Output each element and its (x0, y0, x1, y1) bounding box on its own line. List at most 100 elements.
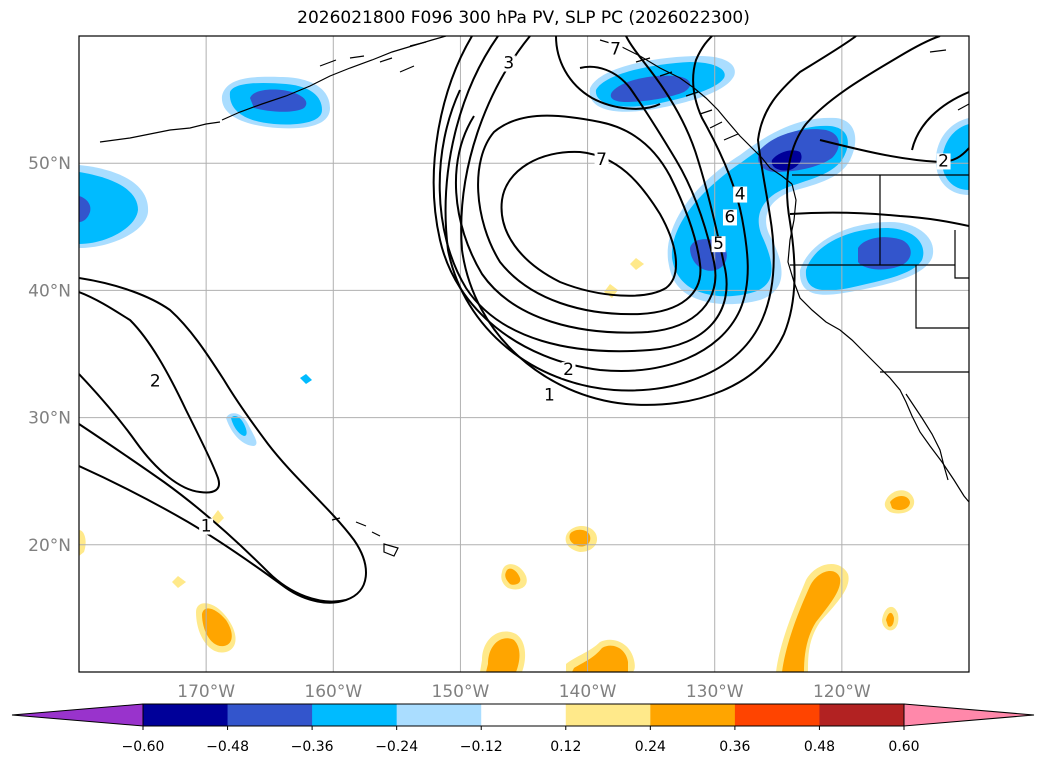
colorbar-tick-label: 0.36 (719, 739, 750, 755)
contour-ring-5 (444, 36, 857, 392)
contour-label: 2 (150, 372, 161, 392)
coast-hawaii (331, 517, 399, 557)
contour-ne-upper (819, 139, 969, 164)
colorbar-tick-label: 0.48 (804, 739, 835, 755)
lat-tick-label: 30°N (28, 409, 71, 429)
coast-alaska-gulf (599, 39, 793, 185)
lon-tick-label: 150°W (432, 682, 490, 702)
pv-blob-aleutian-core (250, 89, 307, 112)
colorbar: −0.60 −0.48 −0.36 −0.24 −0.12 0.12 0.24 0.36 0.4… (11, 703, 1035, 755)
pv-blob-pos-3b (572, 645, 628, 672)
contour-label: 3 (503, 54, 514, 74)
border-states (790, 175, 969, 373)
contour-label: 4 (735, 185, 746, 205)
pv-blob-pos-10 (630, 258, 644, 270)
colorbar-segment (312, 704, 398, 726)
lon-tick-label: 170°W (177, 682, 235, 702)
lon-tick-label: 120°W (813, 682, 871, 702)
lat-tick-label: 20°N (28, 536, 71, 556)
contour-7-closed (500, 150, 677, 297)
contour-ring-1 (477, 114, 702, 316)
pv-blob-westedge-mid (79, 172, 138, 244)
coast-baja (905, 393, 949, 481)
contour-label-bg (936, 153, 951, 170)
contour-label: 7 (610, 40, 621, 60)
pv-blob-pos-2b (486, 638, 520, 672)
contour-label-bg (501, 55, 516, 72)
contour-label: 1 (201, 517, 212, 537)
contour-ne-right (789, 211, 969, 227)
colorbar-tick-label: 0.60 (888, 739, 919, 755)
colorbar-tick-label: −0.24 (375, 739, 418, 755)
pv-blob-pos-5b (569, 529, 591, 547)
lat-tick-label: 40°N (28, 281, 71, 301)
contour-label: 1 (544, 386, 555, 406)
contour-label: 2 (938, 151, 949, 171)
pv-blob-pos-8b (886, 612, 894, 627)
colorbar-extend-max (903, 703, 1035, 727)
contour-label-bg (608, 41, 623, 58)
colorbar-tick-label: 0.12 (550, 739, 581, 755)
contour-label-bg (711, 236, 726, 253)
coast-alaska-islands (319, 41, 427, 73)
pv-blob-small-1 (300, 374, 312, 384)
colorbar-segment (734, 704, 820, 726)
contour-inner-top (555, 36, 661, 110)
colorbar-segment (227, 704, 313, 726)
contour-ne-top (911, 91, 969, 151)
lon-tick-label: 140°W (559, 682, 617, 702)
lon-tick-label: 130°W (686, 682, 744, 702)
pv-negative-anomalies (79, 56, 969, 446)
pv-blob-pos-1b (202, 608, 232, 647)
axis-labels: 20°N 30°N 40°N 50°N 170°W 160°W 150°W 140°W 130°… (28, 154, 871, 702)
colorbar-segment (565, 704, 651, 726)
pv-blob-small-2b (231, 416, 247, 436)
contour-label: 7 (596, 150, 607, 170)
contour-label-bg (733, 186, 748, 203)
plot-frame (78, 35, 970, 673)
colorbar-frame (142, 703, 905, 727)
pv-positive-anomalies (79, 258, 915, 672)
contour-ring-2 (454, 65, 717, 334)
contour-label: 2 (563, 360, 574, 380)
contour-1-west (79, 277, 367, 603)
pv-blob-pos-12 (212, 510, 224, 524)
contour-label-bg (722, 209, 737, 226)
coast-aleutians (99, 121, 221, 143)
contour-label-bg (561, 362, 576, 379)
pv-blob-pos-9 (79, 530, 86, 556)
colorbar-segment (819, 704, 905, 726)
colorbar-segment (396, 704, 482, 726)
contour-label-bg (199, 518, 214, 535)
colorbar-tick-label: −0.36 (291, 739, 334, 755)
contour-label-bg (594, 152, 609, 169)
colorbar-segment (143, 704, 229, 726)
contour-label: 5 (713, 234, 724, 254)
pv-blob-pos-4b (782, 571, 841, 672)
plot-area (79, 36, 969, 672)
pv-blob-california-core (858, 237, 911, 270)
pv-blob-pos-13 (172, 576, 186, 588)
contour-label-bg (542, 387, 557, 404)
chart-title: 2026021800 F096 300 hPa PV, SLP PC (2026… (297, 8, 750, 28)
contour-2-west (79, 291, 220, 494)
contour-label: 6 (725, 207, 736, 227)
contour-label-bg (148, 373, 163, 390)
coast-west-us (787, 183, 969, 503)
contour-ring-3 (438, 36, 728, 353)
contour-ring-4 (432, 36, 749, 372)
slp-contours (79, 36, 969, 604)
colorbar-tick-label: −0.48 (206, 739, 249, 755)
coast-ne-edge (929, 49, 969, 111)
contour-1-west-lower (79, 465, 347, 604)
colorbar-tick-label: 0.24 (635, 739, 666, 755)
colorbar-tick-label: −0.60 (122, 739, 165, 755)
pv-blob-westedge-core (79, 196, 91, 222)
pv-blob-northeast-edge-mid (942, 124, 969, 190)
pv-blob-pnw-deep (771, 150, 802, 171)
pv-blob-pos-7b (890, 496, 910, 510)
colorbar-extend-min (11, 703, 144, 727)
colorbar-segment (650, 704, 736, 726)
